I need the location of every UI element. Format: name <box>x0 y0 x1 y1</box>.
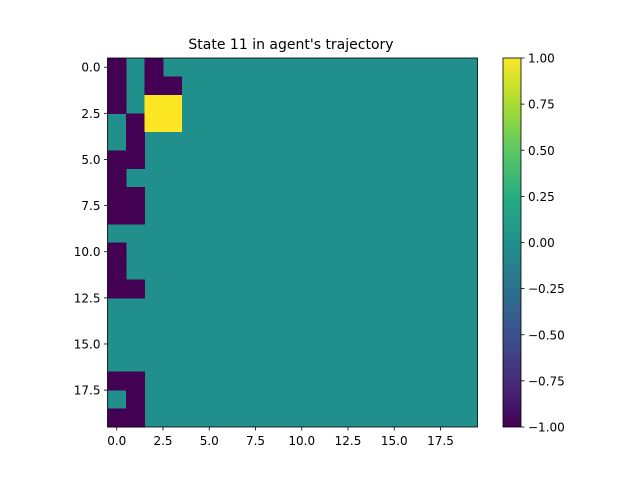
x-tick-label: 15.0 <box>381 434 408 448</box>
heatmap-cell <box>126 390 145 409</box>
heatmap-cell <box>107 205 127 225</box>
heatmap-cell <box>163 113 182 133</box>
plot-frame <box>107 57 478 428</box>
heatmap-cell <box>107 187 127 206</box>
colorbar-tick-label: −0.25 <box>528 282 565 296</box>
colorbar-tick-label: −1.00 <box>528 421 565 435</box>
x-axis: 0.0 2.5 5.0 7.5 10.0 12.5 15.0 17.5 <box>107 427 454 448</box>
heatmap-cell <box>126 113 145 133</box>
heatmap-cell <box>126 187 145 206</box>
heatmap-cell <box>107 279 127 299</box>
colorbar-tick-label: 1.00 <box>528 52 555 66</box>
heatmap-cell <box>126 131 145 151</box>
x-tick-label: 17.5 <box>427 434 454 448</box>
y-tick-label: 5.0 <box>81 153 100 167</box>
heatmap-cell <box>107 168 127 188</box>
heatmap-cell <box>163 76 182 96</box>
x-tick-label: 7.5 <box>246 434 265 448</box>
colorbar-tick-label: 0.25 <box>528 190 555 204</box>
heatmap-cell <box>144 58 164 77</box>
heatmap-cell <box>144 113 164 133</box>
heatmap-cell <box>107 76 127 96</box>
heatmap-cell <box>126 205 145 225</box>
heatmap-cell <box>107 94 127 114</box>
heatmap-cell <box>107 371 127 391</box>
colorbar: −1.00 −0.75 −0.50 −0.25 0.00 0.25 0.50 0.75 1.00 <box>502 52 565 435</box>
heatmap-cell <box>126 279 145 299</box>
heatmap-plot-area <box>107 57 478 428</box>
y-tick-label: 2.5 <box>81 107 100 121</box>
chart-title: State 11 in agent's trajectory <box>188 37 393 53</box>
y-axis: 0.0 2.5 5.0 7.5 10.0 12.5 15.0 17.5 <box>74 61 108 398</box>
y-tick-label: 17.5 <box>74 384 101 398</box>
y-tick-label: 0.0 <box>81 61 100 75</box>
colorbar-tick-label: 0.00 <box>528 236 555 250</box>
heatmap-cell <box>126 408 145 428</box>
heatmap-cell <box>107 260 127 280</box>
y-tick-label: 15.0 <box>74 337 101 351</box>
heatmap-cell <box>126 371 145 391</box>
colorbar-gradient <box>503 58 521 427</box>
y-tick-label: 10.0 <box>74 245 101 259</box>
heatmap-cell <box>107 408 127 428</box>
colorbar-tick-label: −0.50 <box>528 328 565 342</box>
x-tick-label: 5.0 <box>200 434 219 448</box>
colorbar-tick-label: 0.75 <box>528 98 555 112</box>
heatmap-cell <box>144 94 164 114</box>
y-tick-label: 7.5 <box>81 199 100 213</box>
y-tick-label: 12.5 <box>74 291 101 305</box>
colorbar-tick-label: −0.75 <box>528 374 565 388</box>
x-tick-label: 12.5 <box>335 434 362 448</box>
colorbar-tick-label: 0.50 <box>528 144 555 158</box>
heatmap-cell <box>107 58 127 77</box>
heatmap-cell <box>126 150 145 170</box>
heatmap-cell <box>107 242 127 262</box>
heatmap-cell <box>144 76 164 96</box>
x-tick-label: 10.0 <box>288 434 315 448</box>
x-tick-label: 0.0 <box>107 434 126 448</box>
heatmap-cell <box>107 150 127 170</box>
x-tick-label: 2.5 <box>153 434 172 448</box>
heatmap-cell <box>163 94 182 114</box>
